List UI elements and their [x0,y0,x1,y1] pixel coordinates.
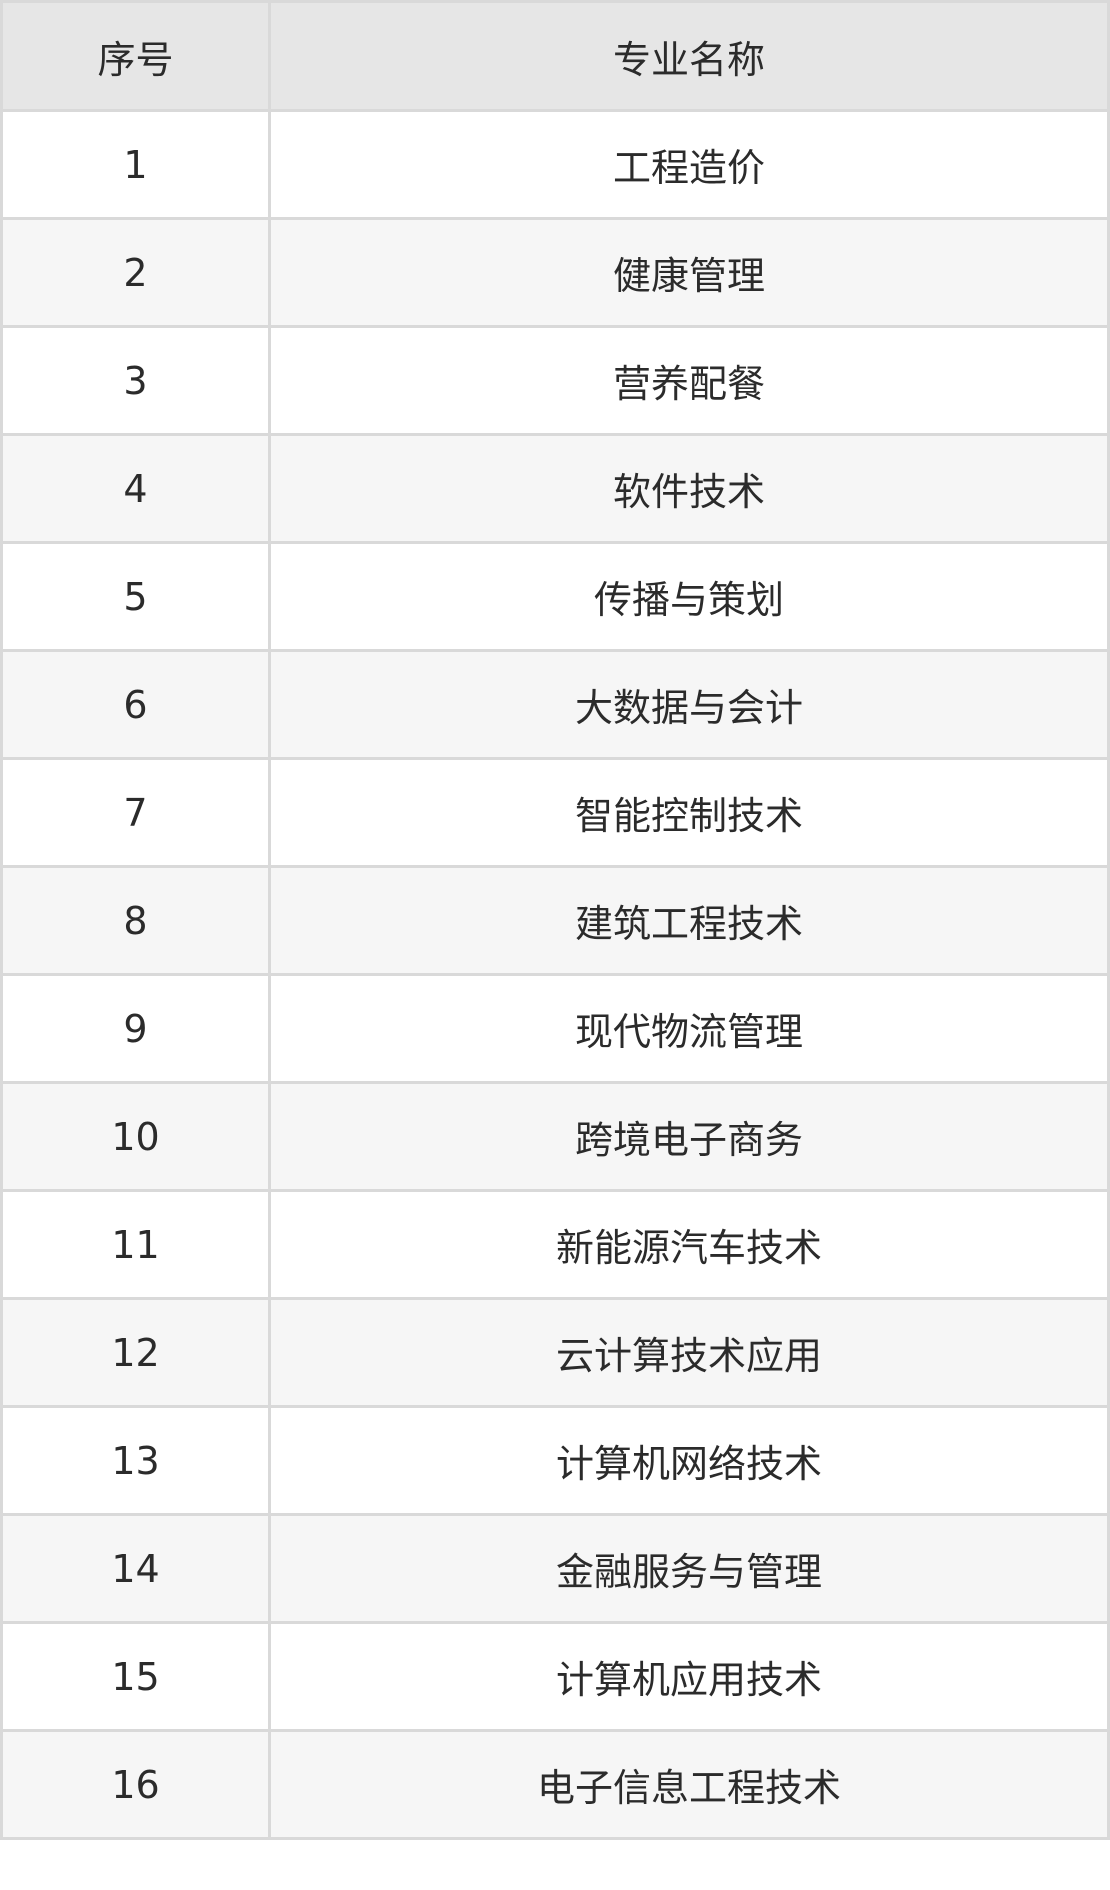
table-row: 13 计算机网络技术 [0,1405,1110,1516]
table-row: 6 大数据与会计 [0,649,1110,760]
header-major-name: 专业名称 [268,0,1110,112]
major-name-cell: 计算机应用技术 [268,1621,1110,1732]
table-row: 8 建筑工程技术 [0,865,1110,976]
major-name-cell: 电子信息工程技术 [268,1729,1110,1840]
index-cell: 15 [0,1621,271,1732]
major-name-cell: 传播与策划 [268,541,1110,652]
index-cell: 9 [0,973,271,1084]
major-name-cell: 建筑工程技术 [268,865,1110,976]
table-row: 11 新能源汽车技术 [0,1189,1110,1300]
table-row: 9 现代物流管理 [0,973,1110,1084]
table-row: 2 健康管理 [0,217,1110,328]
table-row: 7 智能控制技术 [0,757,1110,868]
index-cell: 1 [0,109,271,220]
table-row: 10 跨境电子商务 [0,1081,1110,1192]
index-cell: 8 [0,865,271,976]
index-cell: 2 [0,217,271,328]
index-cell: 11 [0,1189,271,1300]
table-row: 16 电子信息工程技术 [0,1729,1110,1840]
major-name-cell: 现代物流管理 [268,973,1110,1084]
index-cell: 5 [0,541,271,652]
major-name-cell: 工程造价 [268,109,1110,220]
table-row: 14 金融服务与管理 [0,1513,1110,1624]
index-cell: 10 [0,1081,271,1192]
major-name-cell: 大数据与会计 [268,649,1110,760]
table-row: 15 计算机应用技术 [0,1621,1110,1732]
major-name-cell: 计算机网络技术 [268,1405,1110,1516]
table-body: 1 工程造价 2 健康管理 3 营养配餐 4 软件技术 5 传播与策划 6 大数据与会计 7 智能控制技术… [0,109,1110,1840]
index-cell: 6 [0,649,271,760]
table-row: 3 营养配餐 [0,325,1110,436]
index-cell: 16 [0,1729,271,1840]
table-row: 5 传播与策划 [0,541,1110,652]
table-row: 4 软件技术 [0,433,1110,544]
major-name-cell: 健康管理 [268,217,1110,328]
index-cell: 13 [0,1405,271,1516]
major-name-cell: 软件技术 [268,433,1110,544]
major-name-cell: 智能控制技术 [268,757,1110,868]
major-name-cell: 营养配餐 [268,325,1110,436]
index-cell: 7 [0,757,271,868]
major-name-cell: 云计算技术应用 [268,1297,1110,1408]
index-cell: 12 [0,1297,271,1408]
index-cell: 3 [0,325,271,436]
header-index: 序号 [0,0,271,112]
index-cell: 4 [0,433,271,544]
index-cell: 14 [0,1513,271,1624]
majors-table: 序号 专业名称 1 工程造价 2 健康管理 3 营养配餐 4 软件技术 5 传播与策划 6 大数据与会… [0,0,1110,1840]
table-row: 12 云计算技术应用 [0,1297,1110,1408]
header-row: 序号 专业名称 [0,0,1110,112]
major-name-cell: 跨境电子商务 [268,1081,1110,1192]
major-name-cell: 新能源汽车技术 [268,1189,1110,1300]
table-row: 1 工程造价 [0,109,1110,220]
major-name-cell: 金融服务与管理 [268,1513,1110,1624]
